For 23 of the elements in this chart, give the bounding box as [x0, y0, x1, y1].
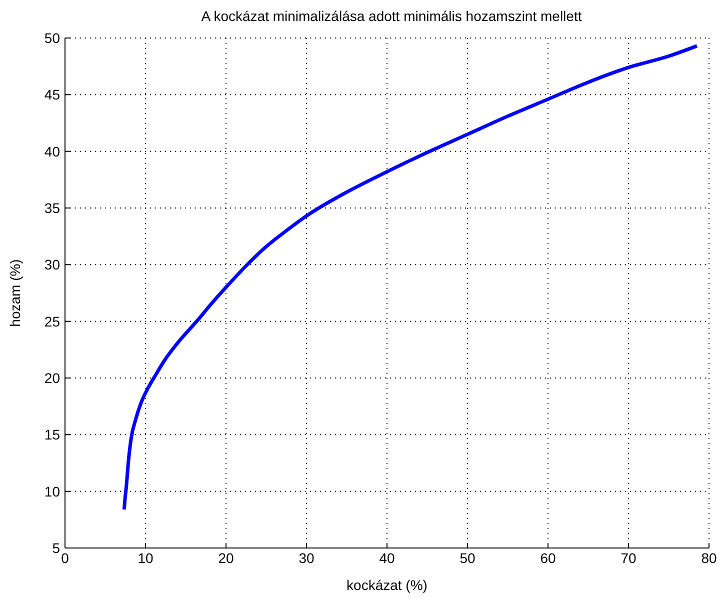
x-tick-label: 10 [138, 550, 154, 566]
x-tick-label: 0 [61, 550, 70, 566]
x-tick-label: 40 [379, 550, 395, 566]
y-tick-label: 20 [44, 370, 60, 386]
x-tick-label: 20 [218, 550, 234, 566]
y-tick-label: 50 [44, 30, 60, 46]
chart-title: A kockázat minimalizálása adott minimális hozamszint mellett [200, 8, 583, 24]
y-axis-title: hozam (%) [6, 259, 23, 327]
y-tick-label: 15 [44, 426, 60, 443]
x-tick-label: 60 [540, 550, 556, 566]
x-tick-label: 70 [620, 550, 636, 566]
y-tick-label: 35 [44, 200, 60, 216]
x-tick-label: 80 [701, 550, 717, 566]
x-axis-title: kockázat (%) [346, 577, 428, 593]
y-tick-label: 40 [44, 143, 60, 160]
y-tick-label: 10 [44, 483, 60, 500]
x-tick-label: 30 [298, 550, 314, 566]
y-tick-label: 45 [44, 86, 60, 103]
y-tick-label: 5 [52, 540, 60, 556]
line-series [122, 44, 699, 512]
y-tick-label: 30 [44, 256, 60, 273]
y-tick-label: 25 [44, 313, 60, 330]
x-tick-label: 50 [460, 550, 476, 566]
